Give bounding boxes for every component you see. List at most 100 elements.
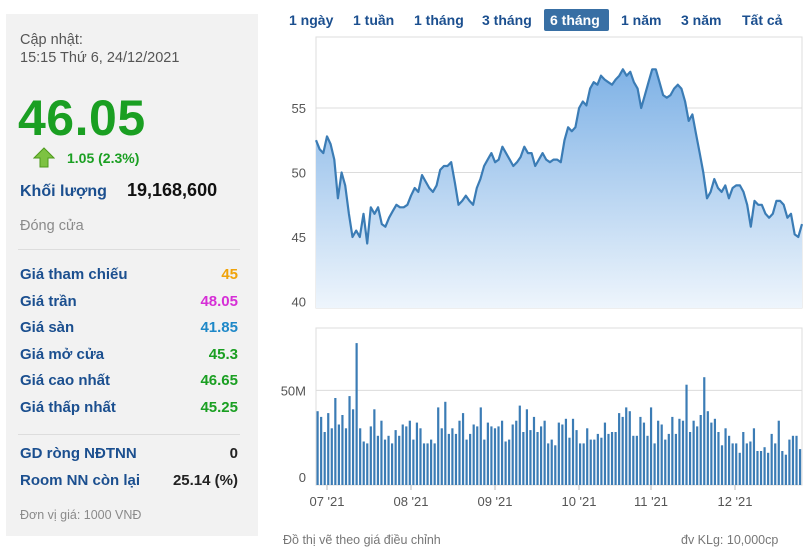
volume-bar xyxy=(795,435,798,485)
volume-bar xyxy=(767,452,770,485)
price-plot: 40 45 50 55 xyxy=(292,36,803,310)
info-row-value: 45.3 xyxy=(208,345,238,363)
volume-bar xyxy=(589,439,592,485)
volume-bar xyxy=(355,343,358,485)
volume-bar xyxy=(337,424,340,485)
volume-bar xyxy=(366,443,369,485)
info-row-value: 45.25 xyxy=(200,398,238,416)
volume-bar xyxy=(664,439,667,485)
volume-bar xyxy=(419,428,422,485)
volume-bar xyxy=(348,396,351,485)
price-line xyxy=(314,68,803,245)
volume-bar xyxy=(681,420,685,485)
volume-bar xyxy=(657,420,660,485)
volume-bar xyxy=(373,409,376,485)
x-axis: 07 '21 08 '21 09 '21 10 '21 11 '21 12 '21 xyxy=(309,485,753,509)
volume-bar xyxy=(653,443,656,485)
volume-bar xyxy=(486,422,489,485)
volume-bar xyxy=(472,424,475,485)
volume-bar xyxy=(561,424,564,485)
volume-bar xyxy=(316,411,319,485)
volume-bar xyxy=(582,443,585,485)
volume-bar xyxy=(610,432,614,485)
volume-bar xyxy=(529,430,532,485)
volume-bar xyxy=(511,424,514,485)
tab-range[interactable]: 1 tuần xyxy=(353,12,395,28)
volume-bar xyxy=(376,435,380,485)
volume-unit-note: đv KLg: 10,000cp xyxy=(681,533,779,547)
volume-bar xyxy=(518,405,521,485)
volume-bar xyxy=(422,443,426,485)
arrow-up-icon xyxy=(33,147,55,168)
volume-bar xyxy=(625,407,628,485)
volume-bar xyxy=(412,439,415,485)
volume-bar xyxy=(454,433,458,485)
volume-bar xyxy=(621,416,624,485)
volume-bar xyxy=(642,422,646,485)
volume-bar xyxy=(380,420,383,485)
divider xyxy=(18,434,240,435)
tab-range[interactable]: 3 năm xyxy=(681,12,722,28)
volume-bar xyxy=(387,435,390,485)
volume-bar xyxy=(522,432,525,485)
volume-bar xyxy=(444,401,447,485)
volume-bar xyxy=(735,443,738,485)
volume-bar xyxy=(469,433,472,485)
volume-bar xyxy=(660,424,663,485)
volume-bar xyxy=(777,420,780,485)
chart-note-adjusted: Đồ thị vẽ theo giá điều chỉnh xyxy=(283,533,441,547)
volume-bar xyxy=(720,445,724,485)
volume-bar xyxy=(575,430,578,485)
volume-bar xyxy=(327,413,330,485)
volume-bar xyxy=(504,441,507,485)
tab-range[interactable]: Tất cả xyxy=(742,12,783,28)
volume-label: Khối lượng xyxy=(20,183,107,200)
volume-bar xyxy=(770,433,773,485)
info-row-value: 45 xyxy=(221,266,238,283)
volume-bar xyxy=(667,433,670,485)
volume-bar xyxy=(703,377,706,485)
volume-bar xyxy=(479,407,482,485)
volume-bar xyxy=(564,418,568,485)
y-tick-label: 45 xyxy=(292,230,306,245)
volume-bar xyxy=(461,413,465,485)
x-tick-label: 07 '21 xyxy=(309,494,344,509)
info-row-value: 46.65 xyxy=(200,372,238,389)
volume-bar xyxy=(543,420,546,485)
volume-bar xyxy=(344,428,348,485)
tab-range[interactable]: 6 tháng xyxy=(544,9,609,31)
volume-bar xyxy=(628,411,631,485)
tab-range[interactable]: 1 năm xyxy=(621,12,662,28)
current-price: 46.05 xyxy=(18,90,146,146)
volume-bar xyxy=(635,435,638,485)
volume-bar xyxy=(398,435,401,485)
volume-bar xyxy=(493,428,497,485)
info-row-label: Giá thấp nhất xyxy=(20,398,116,416)
volume-bar xyxy=(692,420,695,485)
volume-bar xyxy=(401,424,404,485)
volume-bar xyxy=(745,443,748,485)
y-tick-label: 0 xyxy=(299,470,306,485)
info-row-label: Giá mở cửa xyxy=(20,345,105,363)
volume-bar xyxy=(788,439,791,485)
volume-bar xyxy=(500,420,504,485)
volume-bar xyxy=(451,428,454,485)
volume-bar xyxy=(571,418,575,485)
volume-bar xyxy=(539,426,543,485)
x-tick-label: 09 '21 xyxy=(477,494,512,509)
volume-bar xyxy=(717,432,720,485)
volume-bar xyxy=(483,439,486,485)
volume-bar xyxy=(798,449,802,485)
volume-bar xyxy=(781,451,784,485)
volume-bar xyxy=(557,422,560,485)
tab-range[interactable]: 1 tháng xyxy=(414,12,464,28)
tab-range[interactable]: 3 tháng xyxy=(482,12,532,28)
update-label: Cập nhật: xyxy=(20,32,83,48)
tab-range[interactable]: 1 ngày xyxy=(289,12,334,28)
info-row-value: 25.14 (%) xyxy=(172,471,238,489)
volume-bar xyxy=(759,451,763,485)
divider xyxy=(18,249,240,250)
volume-bar xyxy=(586,428,589,485)
volume-bar xyxy=(731,443,734,485)
